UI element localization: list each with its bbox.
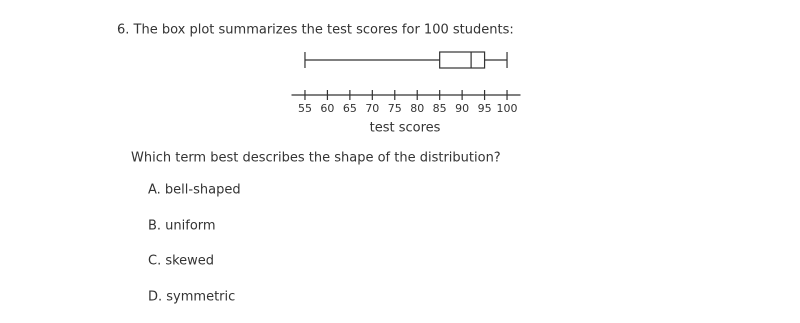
x-tick-label: 80 [410, 102, 424, 115]
x-tick-label: 70 [365, 102, 379, 115]
x-tick-label: 100 [497, 102, 518, 115]
prompt: Which term best describes the shape of t… [131, 151, 501, 166]
x-tick-label: 75 [388, 102, 402, 115]
question: 6. The box plot summarizes the test scor… [117, 23, 514, 38]
x-tick-label: 60 [320, 102, 334, 115]
box [439, 51, 486, 69]
x-tick-label: 95 [478, 102, 492, 115]
x-axis-label: test scores [370, 121, 441, 136]
x-tick-label: 85 [433, 102, 447, 115]
x-tick-label: 65 [343, 102, 357, 115]
x-tick-label: 55 [298, 102, 312, 115]
option: D. symmetric [148, 290, 235, 305]
option: B. uniform [148, 219, 216, 234]
option: C. skewed [148, 254, 214, 269]
x-tick-label: 90 [455, 102, 469, 115]
option: A. bell-shaped [148, 183, 241, 198]
